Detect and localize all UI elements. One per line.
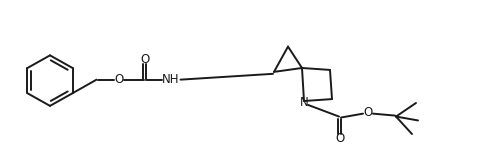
Text: O: O xyxy=(363,106,373,119)
Text: O: O xyxy=(336,132,345,145)
Text: N: N xyxy=(300,97,308,110)
Text: O: O xyxy=(114,73,123,86)
Text: O: O xyxy=(140,53,149,66)
Text: NH: NH xyxy=(162,73,179,86)
